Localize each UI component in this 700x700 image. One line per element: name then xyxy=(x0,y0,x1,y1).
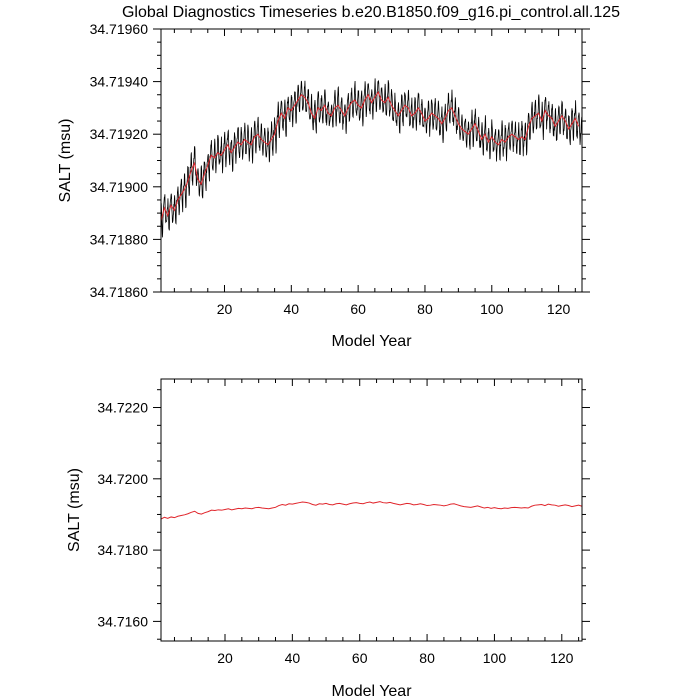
x-tick-label: 20 xyxy=(217,650,233,666)
x-tick-label: 40 xyxy=(284,301,300,317)
top-chart-frame xyxy=(160,28,583,293)
bottom-chart-ticks: 20 40 60 80 100 120 34.7160 34.7180 34.7200 34.72… xyxy=(97,379,590,666)
x-tick-label: 20 xyxy=(217,301,233,317)
y-tick-label: 34.71900 xyxy=(90,179,149,195)
x-tick-label: 80 xyxy=(419,650,435,666)
y-tick-label: 34.7220 xyxy=(97,400,148,416)
figure-title: Global Diagnostics Timeseries b.e20.B185… xyxy=(122,4,620,21)
bottom-chart-ylabel: SALT (msu) xyxy=(66,468,83,552)
y-tick-label: 34.71860 xyxy=(90,284,149,300)
y-tick-label: 34.71960 xyxy=(90,21,149,37)
x-tick-label: 60 xyxy=(352,650,368,666)
y-tick-label: 34.7200 xyxy=(97,471,148,487)
y-tick-label: 34.71920 xyxy=(90,126,149,142)
top-chart-ylabel: SALT (msu) xyxy=(57,119,74,203)
bottom-chart-xlabel: Model Year xyxy=(331,683,412,700)
y-tick-label: 34.7160 xyxy=(97,613,148,629)
y-tick-label: 34.7180 xyxy=(97,542,148,558)
x-tick-label: 40 xyxy=(285,650,301,666)
bottom-chart-frame xyxy=(160,378,583,642)
annual-mean-series-line xyxy=(160,501,583,520)
top-chart-series xyxy=(160,78,583,238)
x-tick-label: 60 xyxy=(350,301,366,317)
top-timeseries-chart: 20 40 60 80 100 120 34.71860 34.71880 34.71900 34… xyxy=(57,21,590,350)
x-tick-label: 80 xyxy=(417,301,433,317)
top-chart-ticks: 20 40 60 80 100 120 34.71860 34.71880 34.71900 34… xyxy=(90,21,590,317)
x-tick-label: 100 xyxy=(483,650,507,666)
x-tick-label: 120 xyxy=(550,650,574,666)
annual-mean-series-line xyxy=(160,91,580,222)
bottom-chart-series xyxy=(160,501,583,520)
monthly-series-line xyxy=(160,78,583,238)
x-tick-label: 100 xyxy=(480,301,504,317)
bottom-timeseries-chart: 20 40 60 80 100 120 34.7160 34.7180 34.7200 34.72… xyxy=(66,378,590,700)
x-tick-label: 120 xyxy=(547,301,571,317)
y-tick-label: 34.71940 xyxy=(90,74,149,90)
top-chart-xlabel: Model Year xyxy=(331,333,412,350)
y-tick-label: 34.71880 xyxy=(90,231,149,247)
